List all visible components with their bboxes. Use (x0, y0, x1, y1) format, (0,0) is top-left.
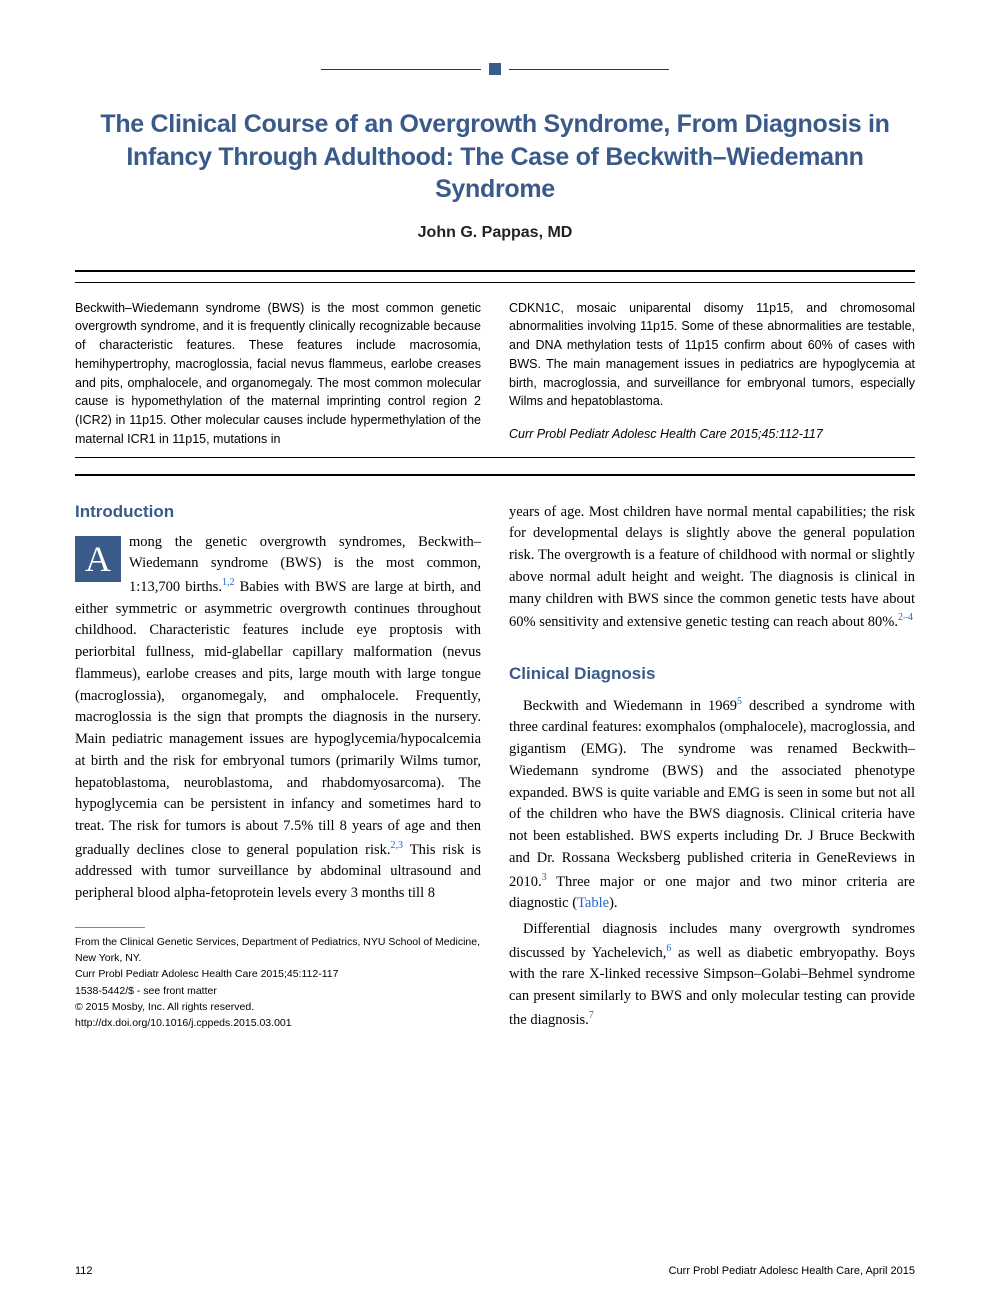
cd-text-1c: Three major or one major and two minor c… (509, 873, 915, 911)
intro-heading: Introduction (75, 502, 481, 522)
right-text-1: years of age. Most children have normal … (509, 504, 915, 631)
article-title: The Clinical Course of an Overgrowth Syn… (85, 108, 905, 206)
page-footer: 112 Curr Probl Pediatr Adolesc Health Ca… (75, 1265, 915, 1277)
abstract-right-col: CDKN1C, mosaic uniparental disomy 11p15,… (509, 299, 915, 449)
cd-ref-4[interactable]: 7 (589, 1010, 594, 1021)
cd-text-1d: ). (609, 895, 617, 911)
abstract-right-text: CDKN1C, mosaic uniparental disomy 11p15,… (509, 301, 915, 409)
abstract-citation: Curr Probl Pediatr Adolesc Health Care 2… (509, 425, 915, 444)
footnote-copyright: © 2015 Mosby, Inc. All rights reserved. (75, 999, 481, 1015)
body-columns: Introduction A mong the genetic overgrow… (75, 502, 915, 1032)
footnote-rule (75, 927, 145, 928)
right-continuation: years of age. Most children have normal … (509, 502, 915, 634)
ornament-line-right (509, 69, 669, 71)
intro-ref-1[interactable]: 1,2 (222, 577, 235, 588)
cd-paragraph-2: Differential diagnosis includes many ove… (509, 919, 915, 1031)
clinical-diagnosis-heading: Clinical Diagnosis (509, 664, 915, 684)
rule-thick-bottom (75, 474, 915, 476)
footnote-cite: Curr Probl Pediatr Adolesc Health Care 2… (75, 966, 481, 982)
author-name: John G. Pappas, MD (75, 224, 915, 242)
intro-ref-2[interactable]: 2,3 (391, 840, 404, 851)
dropcap-letter: A (75, 536, 121, 582)
cd-text-1b: described a syndrome with three cardinal… (509, 698, 915, 890)
footer-journal: Curr Probl Pediatr Adolesc Health Care, … (669, 1265, 915, 1277)
abstract-left-col: Beckwith–Wiedemann syndrome (BWS) is the… (75, 299, 481, 449)
rule-thick-top (75, 270, 915, 272)
rule-thin-top (75, 282, 915, 283)
intro-paragraph: A mong the genetic overgrowth syndromes,… (75, 532, 481, 905)
ornament-square (489, 63, 501, 75)
table-link[interactable]: Table (577, 895, 609, 911)
intro-text-2: Babies with BWS are large at birth, and … (75, 579, 481, 858)
page-number: 112 (75, 1265, 93, 1277)
footnote-affiliation: From the Clinical Genetic Services, Depa… (75, 934, 481, 967)
right-column: years of age. Most children have normal … (509, 502, 915, 1032)
footnote-doi[interactable]: http://dx.doi.org/10.1016/j.cppeds.2015.… (75, 1015, 481, 1031)
header-ornament (75, 60, 915, 78)
footnotes-block: From the Clinical Genetic Services, Depa… (75, 934, 481, 1032)
footnote-issn: 1538-5442/$ - see front matter (75, 983, 481, 999)
ornament-line-left (321, 69, 481, 71)
left-column: Introduction A mong the genetic overgrow… (75, 502, 481, 1032)
cd-text-1a: Beckwith and Wiedemann in 1969 (523, 698, 737, 714)
right-ref-1[interactable]: 2–4 (898, 612, 913, 623)
rule-thin-bottom (75, 457, 915, 458)
abstract-block: Beckwith–Wiedemann syndrome (BWS) is the… (75, 299, 915, 449)
cd-paragraph-1: Beckwith and Wiedemann in 19695 describe… (509, 694, 915, 915)
